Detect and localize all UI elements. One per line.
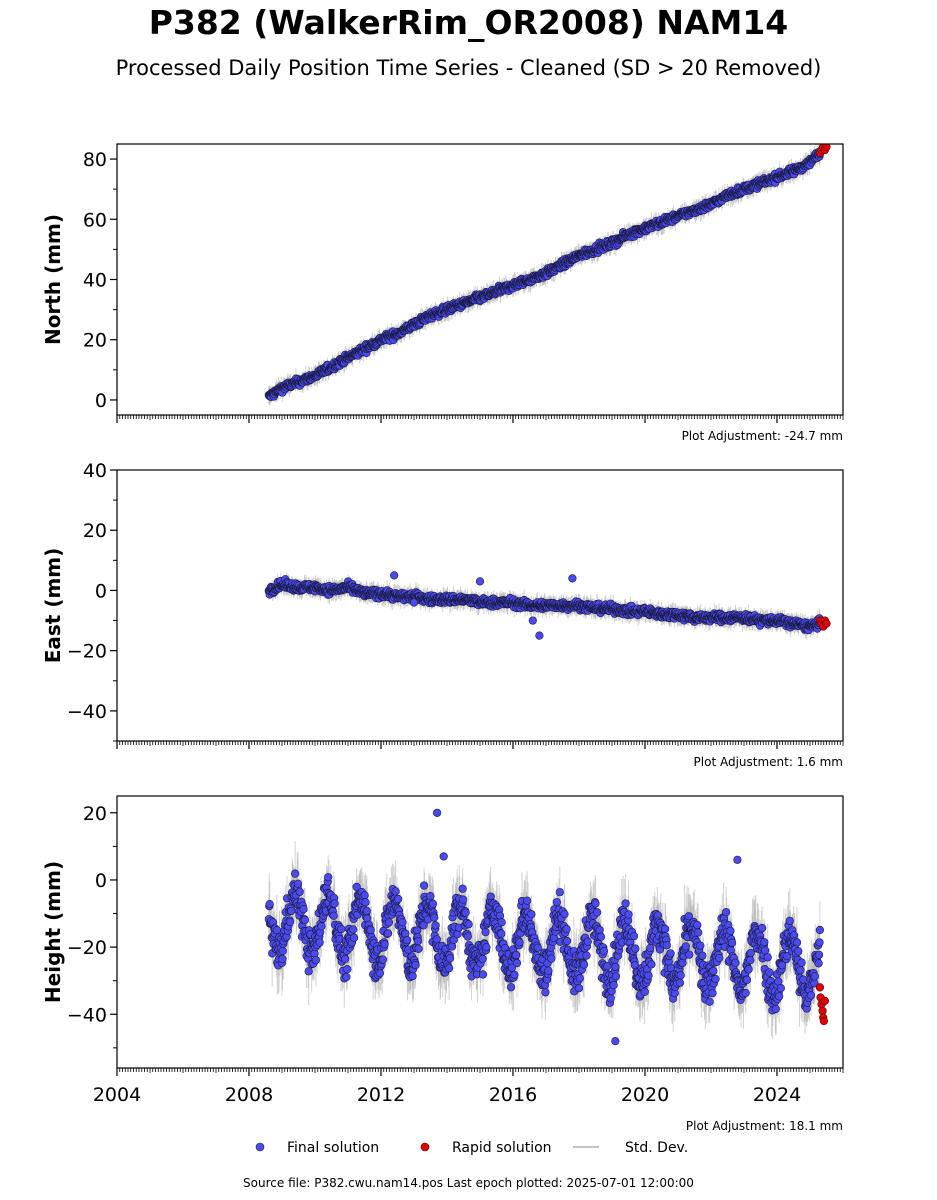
y-axis-label: North (mm) [41,214,65,345]
chart-title: P382 (WalkerRim_OR2008) NAM14 [148,3,789,42]
final-points [264,147,825,401]
rapid-point [822,144,831,152]
chart-subtitle: Processed Daily Position Time Series - C… [115,56,822,80]
rapid-points [815,144,831,158]
plot-area [264,144,831,406]
y-tick-label: 20 [83,330,107,352]
y-tick-label: 40 [83,270,107,292]
y-tick-label: 0 [95,390,107,412]
final-points [264,571,825,640]
y-tick-label: 80 [83,149,107,171]
plot-area [264,571,831,640]
chart-panels: 0 20 40 60 80 North (mm) Plot Adjustment: -24.… [41,143,844,1133]
plot-adjustment-note: Plot Adjustment: -24.7 mm [682,429,843,443]
y-tick-label: 60 [83,209,107,231]
panel-north: 0 20 40 60 80 North (mm) Plot Adjustment: -24.… [41,143,844,443]
